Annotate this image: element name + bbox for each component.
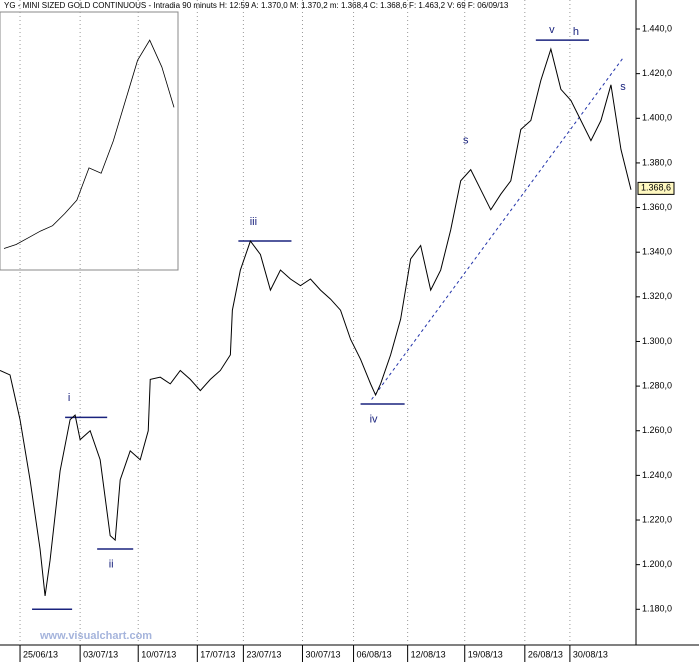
y-tick-label: 1.420,0 xyxy=(642,68,672,78)
x-tick-label: 10/07/13 xyxy=(141,649,176,659)
x-tick-label: 30/07/13 xyxy=(305,649,340,659)
x-tick-label: 23/07/13 xyxy=(246,649,281,659)
x-tick-label: 17/07/13 xyxy=(200,649,235,659)
y-tick-label: 1.340,0 xyxy=(642,247,672,257)
y-tick-label: 1.240,0 xyxy=(642,470,672,480)
watermark: www.visualchart.com xyxy=(39,630,152,642)
y-tick-label: 1.440,0 xyxy=(642,23,672,33)
y-tick-label: 1.360,0 xyxy=(642,202,672,212)
y-tick-label: 1.400,0 xyxy=(642,113,672,123)
y-tick-label: 1.280,0 xyxy=(642,380,672,390)
x-tick-label: 03/07/13 xyxy=(83,649,118,659)
wave-label: s xyxy=(620,81,626,93)
wave-label: iii xyxy=(250,216,257,228)
x-tick-label: 12/08/13 xyxy=(411,649,446,659)
last-price-box xyxy=(637,181,675,195)
y-tick-label: 1.380,0 xyxy=(642,157,672,167)
y-tick-label: 1.260,0 xyxy=(642,425,672,435)
wave-label: v xyxy=(549,24,555,36)
price-line xyxy=(3,39,175,249)
y-tick-label: 1.320,0 xyxy=(642,291,672,301)
y-tick-label: 1.220,0 xyxy=(642,514,672,524)
x-tick-label: 06/08/13 xyxy=(357,649,392,659)
y-tick-label: 1.300,0 xyxy=(642,336,672,346)
y-tick-label: 1.200,0 xyxy=(642,559,672,569)
x-tick-label: 30/08/13 xyxy=(573,649,608,659)
last-price-label: 1.368,6 xyxy=(641,183,671,193)
wave-label: s xyxy=(463,135,469,147)
price-line xyxy=(0,47,632,596)
x-tick-label: 25/06/13 xyxy=(23,649,58,659)
wave-label: h xyxy=(573,26,579,38)
wave-label: i xyxy=(68,392,70,404)
x-tick-label: 26/08/13 xyxy=(528,649,563,659)
x-tick-label: 19/08/13 xyxy=(468,649,503,659)
trend-line xyxy=(371,57,624,400)
wave-label: ii xyxy=(109,559,114,571)
inset-frame xyxy=(0,11,179,271)
chart-title: YG - MINI SIZED GOLD CONTINUOUS - Intrad… xyxy=(4,1,509,10)
y-tick-label: 1.180,0 xyxy=(642,604,672,614)
wave-label: iv xyxy=(370,413,378,425)
